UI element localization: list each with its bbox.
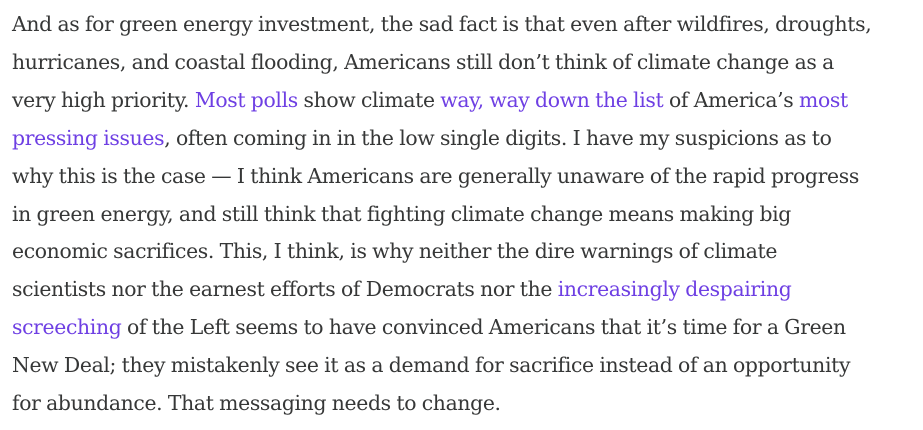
most-pressing-issues-link[interactable]: most — [799, 87, 848, 112]
way-down-the-list-link[interactable]: way, way down the list — [440, 87, 664, 112]
paragraph-line: for abundance. That messaging needs to c… — [12, 385, 917, 423]
text-segment: show climate — [297, 87, 441, 112]
increasingly-despairing-screeching-link[interactable]: increasingly despairing — [557, 277, 792, 302]
text-segment: economic sacrifices. This, I think, is w… — [12, 239, 778, 264]
text-segment: of America’s — [663, 87, 800, 112]
text-segment: for abundance. That messaging needs to c… — [12, 391, 501, 416]
paragraph-line: economic sacrifices. This, I think, is w… — [12, 233, 917, 271]
paragraph-line: why this is the case — I think Americans… — [12, 158, 917, 196]
paragraph-line: New Deal; they mistakenly see it as a de… — [12, 347, 917, 385]
most-polls-link[interactable]: Most polls — [194, 87, 298, 112]
text-segment: very high priority. — [12, 87, 195, 112]
paragraph-line: very high priority. Most polls show clim… — [12, 82, 917, 120]
paragraph-line: scientists nor the earnest efforts of De… — [12, 271, 917, 309]
increasingly-despairing-screeching-link[interactable]: screeching — [12, 315, 122, 340]
text-segment: in green energy, and still think that fi… — [12, 201, 791, 226]
text-segment: New Deal; they mistakenly see it as a de… — [12, 353, 851, 378]
paragraph-line: in green energy, and still think that fi… — [12, 196, 917, 234]
text-segment: , often coming in in the low single digi… — [164, 125, 832, 150]
paragraph-line: screeching of the Left seems to have con… — [12, 309, 917, 347]
text-segment: hurricanes, and coastal flooding, Americ… — [12, 49, 834, 74]
text-segment: why this is the case — I think Americans… — [12, 163, 859, 188]
paragraph-line: And as for green energy investment, the … — [12, 6, 917, 44]
article-paragraph: And as for green energy investment, the … — [12, 6, 923, 423]
paragraph-line: pressing issues, often coming in in the … — [12, 120, 917, 158]
text-segment: scientists nor the earnest efforts of De… — [12, 277, 558, 302]
paragraph-line: hurricanes, and coastal flooding, Americ… — [12, 44, 917, 82]
most-pressing-issues-link[interactable]: pressing issues — [12, 125, 165, 150]
text-segment: And as for green energy investment, the … — [12, 12, 872, 36]
text-segment: of the Left seems to have convinced Amer… — [121, 315, 846, 340]
